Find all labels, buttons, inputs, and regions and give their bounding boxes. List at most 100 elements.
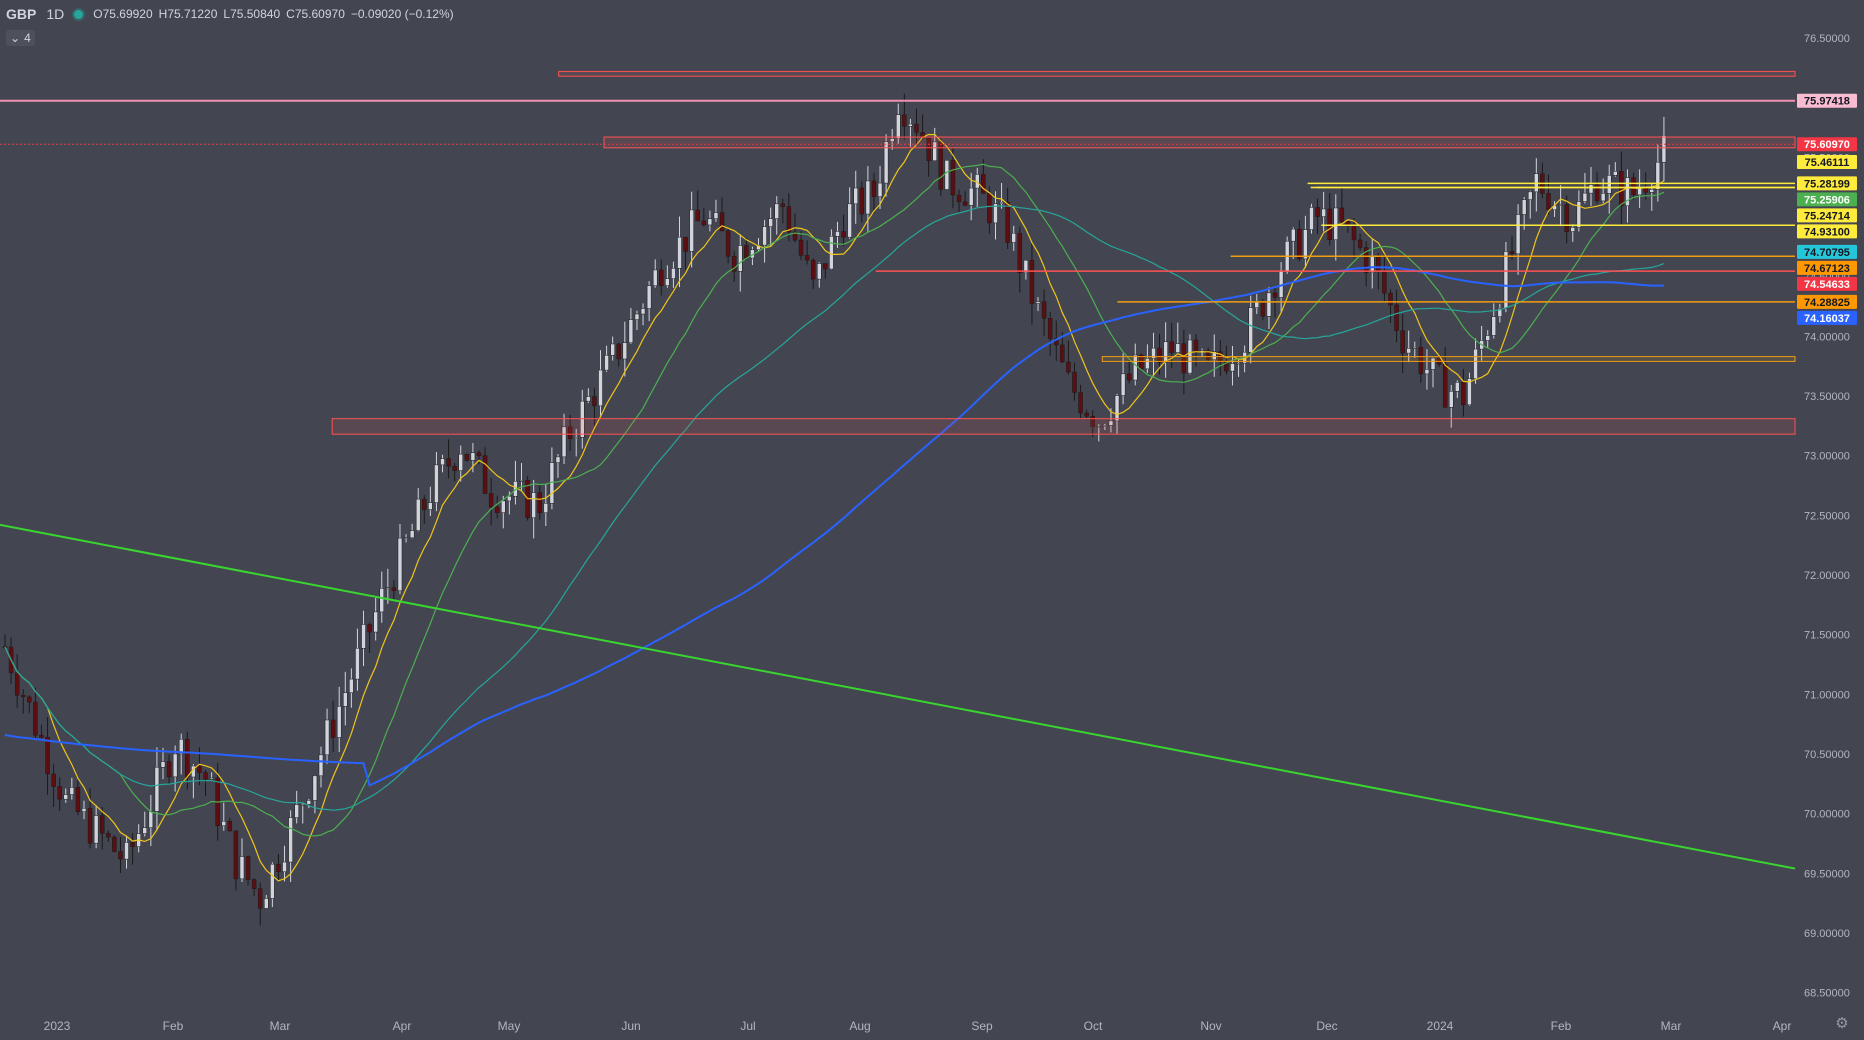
- candle-body: [1546, 193, 1551, 211]
- candle-body: [33, 701, 38, 736]
- sr-zone[interactable]: [558, 70, 1796, 77]
- candle-body: [1078, 392, 1083, 414]
- indicators-toggle[interactable]: ⌄ 4: [6, 30, 35, 46]
- candle-body: [288, 817, 293, 863]
- symbol-name[interactable]: GBP: [6, 6, 37, 22]
- candle-body: [99, 815, 105, 834]
- candle-body: [1011, 232, 1016, 243]
- candle-body: [1582, 192, 1588, 202]
- price-label-bg: [1797, 244, 1857, 259]
- candle-body: [1570, 227, 1576, 232]
- y-tick-label: 74.00000: [1804, 331, 1850, 343]
- candle-body: [415, 498, 421, 531]
- candle-body: [981, 174, 986, 194]
- candle-body: [1455, 382, 1460, 392]
- candle-body: [835, 231, 840, 237]
- candle-body: [227, 821, 233, 832]
- price-label: 74.16037: [1804, 313, 1850, 325]
- candle-body: [1619, 171, 1624, 207]
- candle-body: [1467, 378, 1472, 406]
- candle-body: [118, 851, 123, 860]
- candle-body: [938, 141, 944, 190]
- y-tick-label: 69.50000: [1804, 868, 1850, 880]
- candle-body: [106, 832, 111, 838]
- candle-body: [87, 807, 93, 844]
- candle-body: [172, 753, 178, 778]
- candle-body: [1297, 228, 1302, 260]
- price-label: 75.25906: [1804, 194, 1850, 206]
- candle-body: [403, 537, 409, 540]
- candle-body: [659, 269, 664, 286]
- candle-body: [1594, 184, 1600, 202]
- candle-body: [185, 739, 190, 778]
- sr-zone[interactable]: [331, 418, 1796, 435]
- candle-body: [336, 706, 342, 738]
- x-tick-label: Apr: [393, 1019, 412, 1033]
- candle-body: [1029, 260, 1035, 304]
- candle-body: [962, 201, 968, 206]
- candle-body: [318, 754, 324, 777]
- candle-body: [1521, 199, 1527, 215]
- candle-body: [245, 856, 251, 880]
- candle-body: [367, 624, 372, 633]
- candle-body: [883, 141, 889, 184]
- x-tick-label: 2024: [1427, 1019, 1454, 1033]
- candle-body: [543, 503, 549, 514]
- trendline[interactable]: [0, 523, 1796, 870]
- candle-body: [756, 244, 761, 251]
- sr-zone[interactable]: [603, 136, 1796, 149]
- x-tick-label: Nov: [1200, 1019, 1221, 1033]
- candle-body: [573, 437, 579, 439]
- candle-body: [531, 492, 536, 518]
- candle-body: [1412, 346, 1418, 349]
- candle-body: [1625, 177, 1630, 207]
- candle-body: [1102, 425, 1108, 427]
- candle-body: [1631, 177, 1636, 196]
- candle-body: [889, 138, 895, 142]
- candle-body: [1394, 304, 1399, 331]
- x-tick-label: May: [498, 1019, 521, 1033]
- price-label-bg: [1797, 154, 1857, 169]
- candle-body: [1649, 189, 1655, 193]
- moving-average-mid: [4, 163, 1665, 837]
- candle-body: [877, 182, 883, 197]
- candle-body: [1363, 247, 1369, 273]
- candle-body: [580, 400, 585, 438]
- price-label-bg: [1797, 93, 1857, 108]
- candle-body: [300, 803, 306, 806]
- y-tick-label: 69.00000: [1804, 928, 1850, 940]
- candle-body: [968, 187, 974, 206]
- price-label: 75.46111: [1805, 157, 1850, 169]
- sr-zone[interactable]: [1101, 356, 1796, 362]
- candle-body: [993, 203, 998, 224]
- candle-body: [1527, 191, 1533, 200]
- price-label-bg: [1797, 137, 1857, 152]
- candle-body: [1558, 204, 1563, 206]
- gear-icon[interactable]: ⚙: [1835, 1015, 1849, 1032]
- price-label: 75.24714: [1804, 210, 1851, 222]
- candle-body: [950, 160, 956, 196]
- candle-body: [865, 180, 871, 215]
- candle-body: [683, 236, 688, 252]
- candle-body: [178, 739, 184, 755]
- candle-body: [1248, 307, 1253, 353]
- open-value: 75.69920: [102, 7, 153, 21]
- candle-body: [148, 811, 154, 828]
- candle-body: [1096, 426, 1102, 428]
- candle-body: [561, 426, 567, 458]
- candle-body: [1376, 255, 1381, 272]
- candle-body: [1400, 330, 1405, 354]
- candle-body: [1509, 251, 1515, 255]
- candle-body: [355, 647, 360, 680]
- candle-body: [871, 180, 877, 197]
- candle-body: [1655, 161, 1661, 190]
- timeframe[interactable]: 1D: [46, 6, 65, 22]
- candle-body: [45, 736, 50, 775]
- candle-body: [719, 212, 725, 232]
- candle-body: [622, 342, 628, 360]
- candle-body: [555, 456, 561, 463]
- price-label: 74.54633: [1804, 279, 1850, 291]
- candle-body: [999, 201, 1004, 205]
